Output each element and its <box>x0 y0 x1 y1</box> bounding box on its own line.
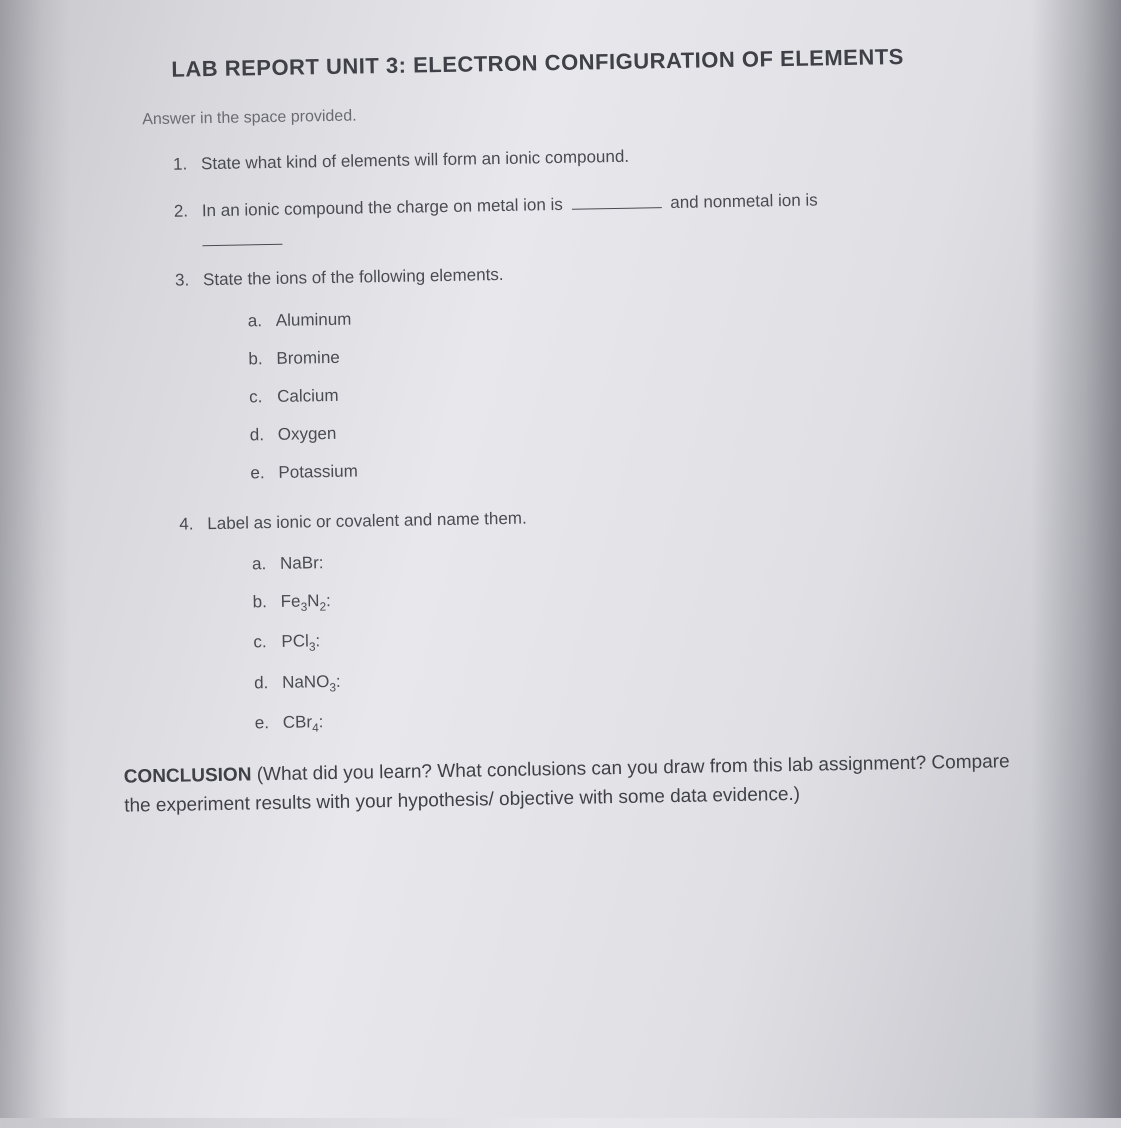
question-number: 2. <box>174 197 203 247</box>
instruction-text: Answer in the space provided. <box>142 96 1023 129</box>
worksheet-page: LAB REPORT UNIT 3: ELECTRON CONFIGURATIO… <box>0 0 1121 1128</box>
sub-label: Aluminum <box>276 309 352 330</box>
sub-item: b. Fe3N2: <box>253 579 1032 615</box>
sub-letter: b. <box>253 592 281 615</box>
question-list: 1. State what kind of elements will form… <box>173 136 1034 737</box>
conclusion-label: CONCLUSION <box>124 765 252 788</box>
fill-blank <box>571 191 661 210</box>
sub-letter: c. <box>249 386 277 406</box>
sub-item: c. PCl3: <box>253 619 1032 655</box>
sub-item: a. NaBr: <box>252 541 1031 575</box>
question-3: 3. State the ions of the following eleme… <box>175 252 1026 294</box>
sub-item: d. Oxygen <box>250 411 1029 445</box>
sub-item: b. Bromine <box>248 335 1027 369</box>
question-4: 4. Label as ionic or covalent and name t… <box>179 495 1030 537</box>
question-1: 1. State what kind of elements will form… <box>173 136 1024 178</box>
question-4-sublist: a. NaBr: b. Fe3N2: c. PCl3: d. NaNO3: e.… <box>252 541 1034 736</box>
sub-label: PCl3: <box>281 631 320 654</box>
sub-label: Potassium <box>278 461 358 482</box>
conclusion-text: (What did you learn? What conclusions ca… <box>124 752 1010 817</box>
sub-item: c. Calcium <box>249 373 1028 407</box>
sub-letter: d. <box>250 424 278 444</box>
sub-letter: c. <box>253 632 281 655</box>
question-text: Label as ionic or covalent and name them… <box>207 495 1030 537</box>
sub-label: Fe3N2: <box>281 591 331 614</box>
sub-letter: e. <box>250 462 278 482</box>
question-number: 1. <box>173 150 201 178</box>
conclusion-section: CONCLUSION (What did you learn? What con… <box>124 748 1036 821</box>
question-number: 3. <box>175 267 203 295</box>
question-number: 4. <box>179 510 207 538</box>
sub-label: Bromine <box>276 347 340 368</box>
sub-letter: d. <box>254 672 282 695</box>
sub-item: d. NaNO3: <box>254 659 1033 695</box>
page-title: LAB REPORT UNIT 3: ELECTRON CONFIGURATIO… <box>171 42 1022 83</box>
sub-label: CBr4: <box>283 712 324 735</box>
question-text: In an ionic compound the charge on metal… <box>202 183 1026 247</box>
fill-blank-line <box>202 237 282 246</box>
sub-label: NaNO3: <box>282 671 341 694</box>
sub-label: Calcium <box>277 385 339 406</box>
sub-letter: a. <box>252 554 280 574</box>
question-text: State the ions of the following elements… <box>203 252 1026 294</box>
question-3-sublist: a. Aluminum b. Bromine c. Calcium d. Oxy… <box>248 297 1030 483</box>
sub-item: a. Aluminum <box>248 297 1027 331</box>
question-2-before: In an ionic compound the charge on metal… <box>202 195 563 220</box>
sub-label: Oxygen <box>278 423 337 444</box>
sub-letter: e. <box>255 713 283 736</box>
sub-item: e. Potassium <box>250 449 1029 483</box>
sub-letter: a. <box>248 310 276 330</box>
question-2-after: and nonmetal ion is <box>670 191 818 213</box>
sub-label: NaBr: <box>280 553 324 574</box>
sub-letter: b. <box>248 348 276 368</box>
question-text: State what kind of elements will form an… <box>201 136 1024 178</box>
question-2: 2. In an ionic compound the charge on me… <box>174 183 1026 247</box>
sub-item: e. CBr4: <box>255 700 1034 736</box>
